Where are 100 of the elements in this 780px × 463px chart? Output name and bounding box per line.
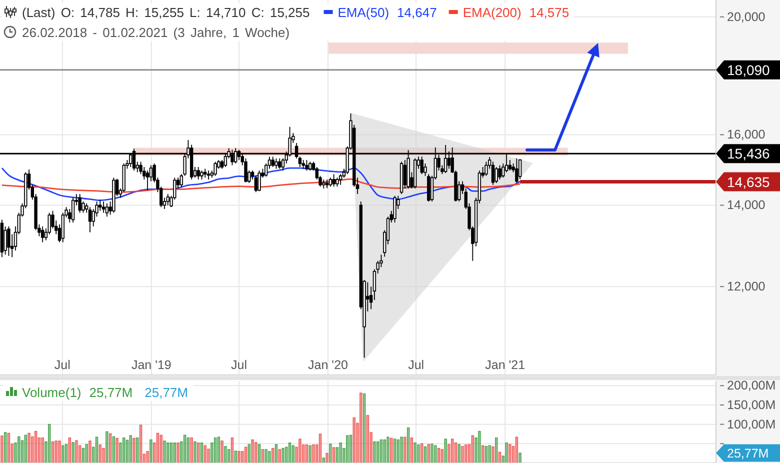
bar	[468, 444, 471, 463]
bar	[224, 446, 227, 463]
bar	[448, 444, 450, 463]
bar	[420, 443, 424, 463]
bar	[207, 448, 210, 463]
bar	[373, 441, 376, 463]
bar	[492, 446, 494, 463]
bar	[112, 436, 116, 463]
candlestick	[518, 159, 522, 180]
annotation: 25,77M	[144, 385, 188, 400]
bar	[190, 438, 193, 463]
bar	[88, 440, 92, 463]
bar	[352, 417, 356, 463]
bar	[0, 436, 4, 463]
bar	[450, 438, 454, 463]
bar	[41, 438, 44, 463]
candlestick	[166, 194, 170, 206]
bar	[360, 392, 362, 463]
line-series	[1, 178, 521, 193]
bar	[214, 438, 217, 463]
bar	[376, 441, 380, 463]
bar	[458, 444, 460, 463]
bar	[336, 447, 339, 463]
legend-label: EMA(200)	[462, 5, 522, 20]
bar	[295, 446, 298, 463]
bar	[404, 436, 406, 463]
bar	[122, 438, 126, 463]
bar	[95, 436, 98, 463]
candlestick	[200, 170, 204, 180]
bar	[200, 442, 204, 463]
candlestick	[332, 174, 336, 188]
candlestick	[40, 226, 44, 243]
bar	[139, 424, 142, 463]
bar	[308, 445, 312, 463]
candlestick	[302, 160, 305, 170]
bar	[332, 447, 336, 463]
bar	[406, 427, 410, 463]
bar	[261, 449, 264, 463]
candlestick	[204, 168, 207, 178]
text: 26.02.2018 - 01.02.2021 (3 Jahre, 1 Woche)	[22, 25, 290, 40]
candlestick	[7, 226, 10, 256]
text: 25,77M	[727, 446, 769, 461]
bar	[505, 442, 508, 463]
bar	[393, 438, 396, 463]
bar	[461, 446, 464, 463]
bar	[512, 446, 515, 463]
candlestick	[400, 161, 404, 194]
x-tick-label: Jan '21	[485, 358, 526, 372]
candlestick	[491, 161, 495, 186]
candlestick	[78, 194, 82, 214]
bar	[234, 450, 237, 463]
candlestick	[102, 201, 106, 214]
bar	[51, 441, 54, 463]
candlestick	[328, 177, 332, 188]
bar	[34, 430, 38, 463]
bar	[488, 445, 491, 463]
bar	[78, 445, 82, 463]
x-tick-label: Jan '20	[308, 358, 348, 372]
candlestick	[427, 174, 430, 202]
candlestick	[336, 177, 339, 188]
bar	[156, 432, 160, 463]
bar	[282, 448, 284, 463]
bar	[10, 444, 14, 463]
bar	[474, 438, 478, 463]
y-tick-label: 150,00M	[727, 398, 776, 412]
annotation: 25,77M	[89, 385, 133, 400]
bar	[132, 438, 136, 463]
bar	[264, 449, 268, 463]
bar	[329, 444, 332, 463]
bar	[28, 432, 30, 463]
candlestick	[278, 158, 282, 170]
bar	[342, 448, 346, 463]
bar	[414, 442, 416, 463]
bar	[444, 438, 447, 463]
bar	[136, 438, 139, 463]
bar	[85, 444, 88, 463]
x-tick-label: Jul	[408, 358, 424, 372]
bar	[4, 432, 7, 463]
candlestick	[308, 161, 312, 171]
bar	[176, 442, 180, 463]
bar	[386, 436, 390, 463]
bar	[82, 448, 85, 463]
bar	[417, 444, 420, 463]
bar	[210, 442, 214, 463]
annotation: 14,575	[529, 5, 570, 20]
bar	[362, 393, 366, 463]
bar	[38, 438, 41, 463]
bar	[298, 438, 302, 463]
bar	[318, 434, 322, 463]
bar	[75, 440, 78, 463]
bar	[508, 444, 512, 463]
bar	[64, 444, 68, 463]
candlestick	[420, 156, 424, 175]
y-tick-label: 200,00M	[727, 378, 776, 393]
bar	[119, 442, 122, 463]
bar	[326, 452, 328, 463]
candlestick	[305, 160, 308, 171]
bar	[254, 442, 258, 463]
bar	[396, 439, 400, 463]
bar	[217, 436, 220, 463]
